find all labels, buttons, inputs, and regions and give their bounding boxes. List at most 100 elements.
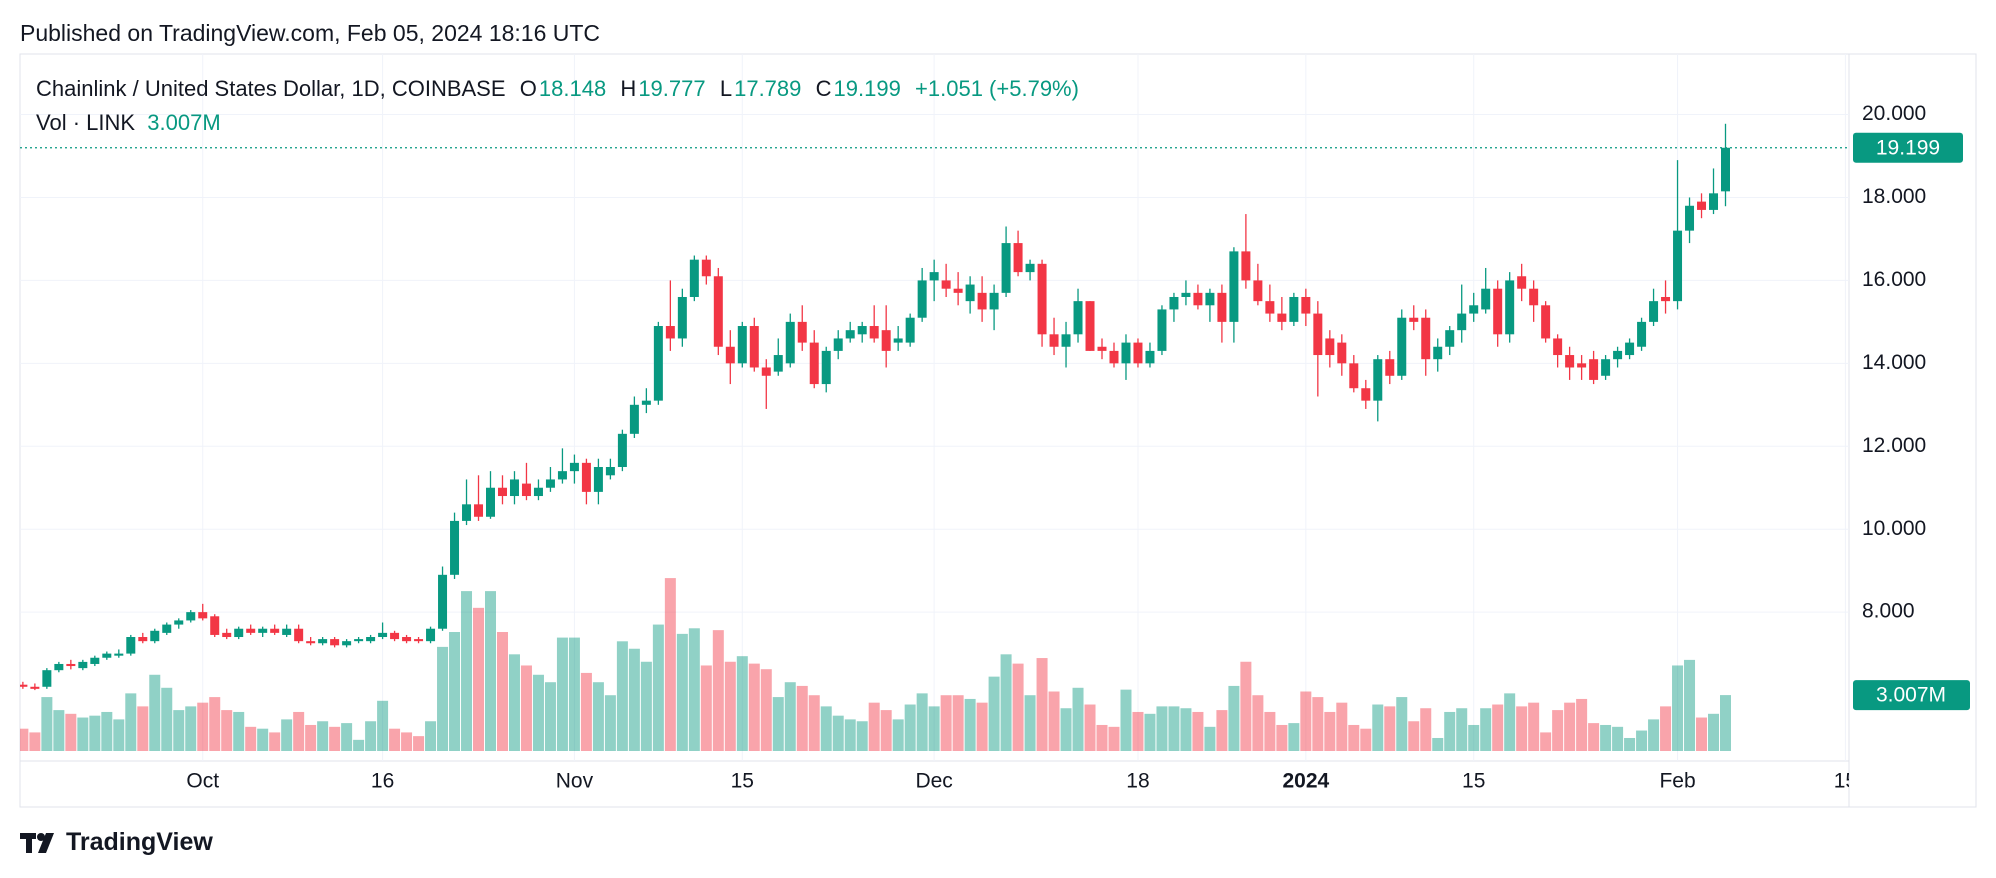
candle-body xyxy=(150,630,160,642)
candle-body xyxy=(1133,342,1143,364)
candle-body xyxy=(1685,205,1695,231)
volume-bar xyxy=(173,710,185,751)
volume-bar xyxy=(724,661,736,751)
candle-body xyxy=(1409,317,1419,322)
candle-body xyxy=(1720,147,1730,192)
volume-bar xyxy=(1492,704,1504,751)
published-note: Published on TradingView.com, Feb 05, 20… xyxy=(20,20,601,46)
candle-body xyxy=(653,326,663,401)
candle-body xyxy=(234,628,244,638)
candle-body xyxy=(1289,296,1299,322)
candle-body xyxy=(905,317,915,343)
volume-bar xyxy=(281,719,293,751)
volume-bar xyxy=(1480,708,1492,751)
candle-body xyxy=(1445,330,1455,347)
volume-bar xyxy=(544,682,556,751)
volume-bar xyxy=(1192,711,1204,751)
volume-bar xyxy=(916,693,928,751)
candle-body xyxy=(929,272,939,281)
x-tick-label: 15 xyxy=(731,770,754,793)
symbol-title: Chainlink / United States Dollar, 1D, CO… xyxy=(36,76,506,101)
candle-body xyxy=(414,639,424,642)
volume-bar xyxy=(1672,665,1684,751)
volume-bar xyxy=(305,724,317,751)
candle-body xyxy=(1589,359,1599,380)
candle-body xyxy=(78,661,88,669)
candle-body xyxy=(1337,342,1347,364)
candle-body xyxy=(989,292,999,310)
volume-bar xyxy=(1312,697,1324,751)
x-tick-label: 15 xyxy=(1462,770,1485,793)
candle-body xyxy=(210,616,220,635)
candle-body xyxy=(1181,292,1191,297)
volume-bar xyxy=(1432,737,1444,751)
candle-body xyxy=(773,355,783,372)
volume-bar xyxy=(1648,719,1660,751)
volume-bar xyxy=(209,697,221,751)
candle-body xyxy=(1529,288,1539,306)
volume-bar xyxy=(161,687,173,751)
candle-body xyxy=(1193,292,1203,306)
candle-body xyxy=(20,684,28,687)
candle-body xyxy=(749,326,759,368)
candle-body xyxy=(821,350,831,385)
candle-body xyxy=(677,296,687,339)
candle-body xyxy=(174,620,184,625)
volume-bar xyxy=(1060,708,1072,751)
volume-bar xyxy=(317,721,329,751)
volume-bar xyxy=(197,702,209,751)
volume-bar xyxy=(820,706,832,751)
candle-body xyxy=(1097,346,1107,351)
x-tick-label: 18 xyxy=(1126,770,1149,793)
candle-body xyxy=(641,400,651,405)
candle-body xyxy=(1397,317,1407,376)
candle-body xyxy=(965,284,975,302)
volume-bar xyxy=(1276,724,1288,751)
volume-bar xyxy=(568,637,580,751)
candle-body xyxy=(330,639,340,646)
x-tick-label: Nov xyxy=(556,770,594,793)
volume-bar xyxy=(772,697,784,751)
candle-body xyxy=(1013,243,1023,273)
volume-bar xyxy=(784,682,796,751)
volume-bar xyxy=(580,672,592,751)
x-tick-label: Dec xyxy=(915,770,952,793)
ohlc-letter: L xyxy=(719,76,733,101)
candle-body xyxy=(1145,350,1155,364)
volume-bar xyxy=(904,704,916,751)
volume-bar xyxy=(365,721,377,751)
candle-body xyxy=(1313,313,1323,356)
volume-bar xyxy=(868,702,880,751)
candle-body xyxy=(102,653,112,658)
volume-bar xyxy=(1000,654,1012,751)
volume-bar xyxy=(928,706,940,751)
candle-body xyxy=(270,628,280,633)
volume-bar xyxy=(221,710,233,751)
candle-body xyxy=(1709,193,1719,210)
volume-bar xyxy=(389,728,401,751)
candle-body xyxy=(1121,342,1131,364)
candle-body xyxy=(1169,296,1179,310)
volume-bar xyxy=(1396,697,1408,751)
candle-body xyxy=(390,632,400,640)
volume-bar xyxy=(640,661,652,751)
y-tick-label: 14.000 xyxy=(1862,351,1926,374)
volume-bar xyxy=(1348,724,1360,751)
x-tick-label: Feb xyxy=(1659,770,1695,793)
volume-bar xyxy=(1180,708,1192,751)
volume-bar xyxy=(1096,724,1108,751)
volume-bar xyxy=(796,685,808,751)
candle-body xyxy=(1517,276,1527,289)
candle-body xyxy=(1541,305,1551,339)
volume-bar xyxy=(1372,704,1384,751)
candle-body xyxy=(342,641,352,646)
volume-bar xyxy=(1708,713,1720,751)
volume-legend: Vol · LINK 3.007M xyxy=(36,110,221,136)
candle-body xyxy=(258,628,268,633)
volume-bar xyxy=(1684,659,1696,751)
candle-body xyxy=(438,574,448,629)
volume-bar xyxy=(628,648,640,751)
candle-body xyxy=(1553,338,1563,356)
volume-bar xyxy=(520,665,532,751)
candle-body xyxy=(1505,280,1515,335)
